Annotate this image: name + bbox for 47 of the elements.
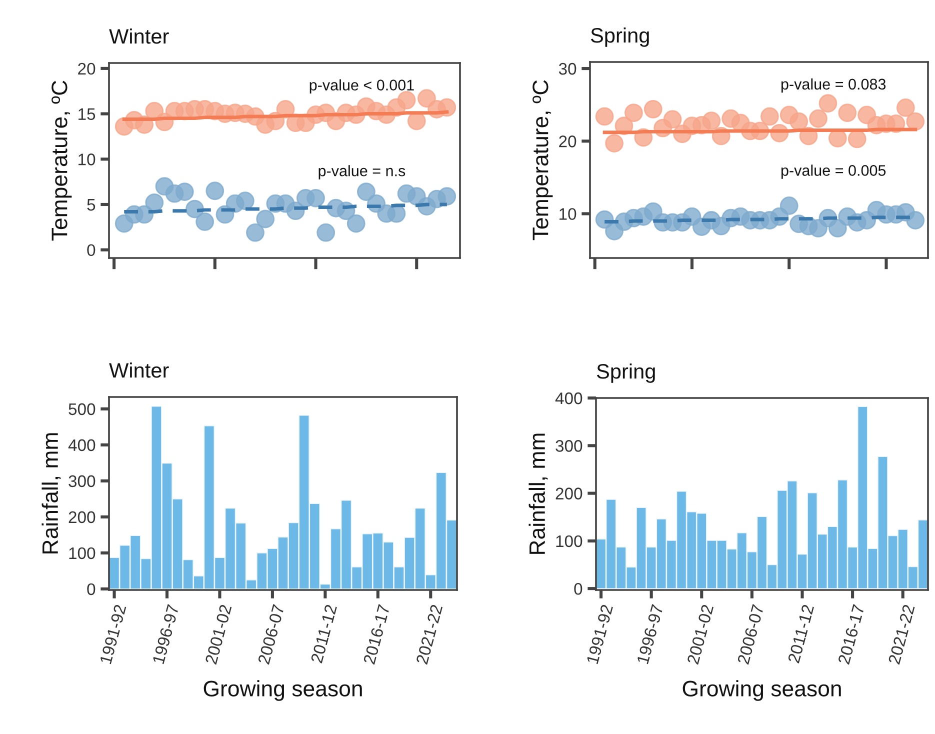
annotation: p-value = 0.083 — [781, 78, 886, 93]
y-tick-label: 20 — [559, 136, 576, 148]
y-tick-label: 300 — [68, 475, 96, 488]
x-tick-label: 2001-02 — [204, 604, 232, 665]
annotation: p-value = n.s — [318, 165, 406, 180]
x-tick-label: 2001-02 — [686, 604, 714, 665]
x-tick-label: 2016-17 — [363, 604, 390, 665]
y-tick-label: 5 — [87, 199, 96, 211]
y-tick-label: 500 — [68, 403, 96, 416]
y-axis-title: Rainfall, mm — [528, 434, 548, 554]
x-tick-label: 1991-92 — [586, 604, 614, 664]
x-tick-label: 1996-97 — [636, 604, 664, 664]
x-tick-label: 2006-07 — [258, 604, 284, 665]
y-tick-label: 400 — [555, 392, 582, 404]
chart-title: Winter — [109, 28, 169, 44]
y-tick-label: 100 — [556, 535, 582, 548]
annotation: p-value = 0.005 — [781, 164, 886, 179]
x-tick-label: 2016-17 — [838, 604, 865, 665]
y-tick-label: 10 — [560, 208, 576, 220]
x-tick-label: 2006-07 — [737, 604, 764, 665]
annotation: p-value < 0.001 — [310, 79, 414, 94]
chart-title: Winter — [109, 362, 169, 378]
y-tick-label: 200 — [68, 511, 96, 524]
x-tick-label: 2021-22 — [888, 604, 915, 665]
x-tick-label: 2011-12 — [788, 604, 814, 664]
x-tick-label: 2021-22 — [416, 604, 443, 665]
y-tick-label: 400 — [68, 439, 96, 452]
y-axis-title: Rainfall, mm — [42, 433, 61, 554]
y-tick-label: 0 — [87, 583, 96, 596]
y-tick-label: 15 — [78, 108, 96, 120]
x-tick-label: 1996-97 — [152, 604, 180, 664]
chart-title: Spring — [590, 27, 649, 47]
y-tick-label: 200 — [556, 488, 582, 500]
y-tick-label: 300 — [556, 440, 582, 452]
y-tick-label: 100 — [69, 547, 96, 560]
y-axis-title: Temperature, ºC — [52, 80, 72, 241]
x-tick-label: 1991-92 — [100, 604, 126, 664]
x-axis-title: Growing season — [204, 680, 362, 701]
y-tick-label: 10 — [78, 154, 96, 166]
y-tick-label: 20 — [78, 62, 96, 75]
chart-title: Spring — [596, 363, 655, 383]
y-axis-title: Temperature, ºC — [532, 80, 553, 240]
y-tick-label: 30 — [558, 62, 576, 75]
y-tick-label: 0 — [87, 244, 96, 256]
x-tick-label: 2011-12 — [310, 604, 338, 664]
y-tick-label: 0 — [574, 582, 582, 595]
x-axis-title: Growing season — [682, 680, 841, 701]
